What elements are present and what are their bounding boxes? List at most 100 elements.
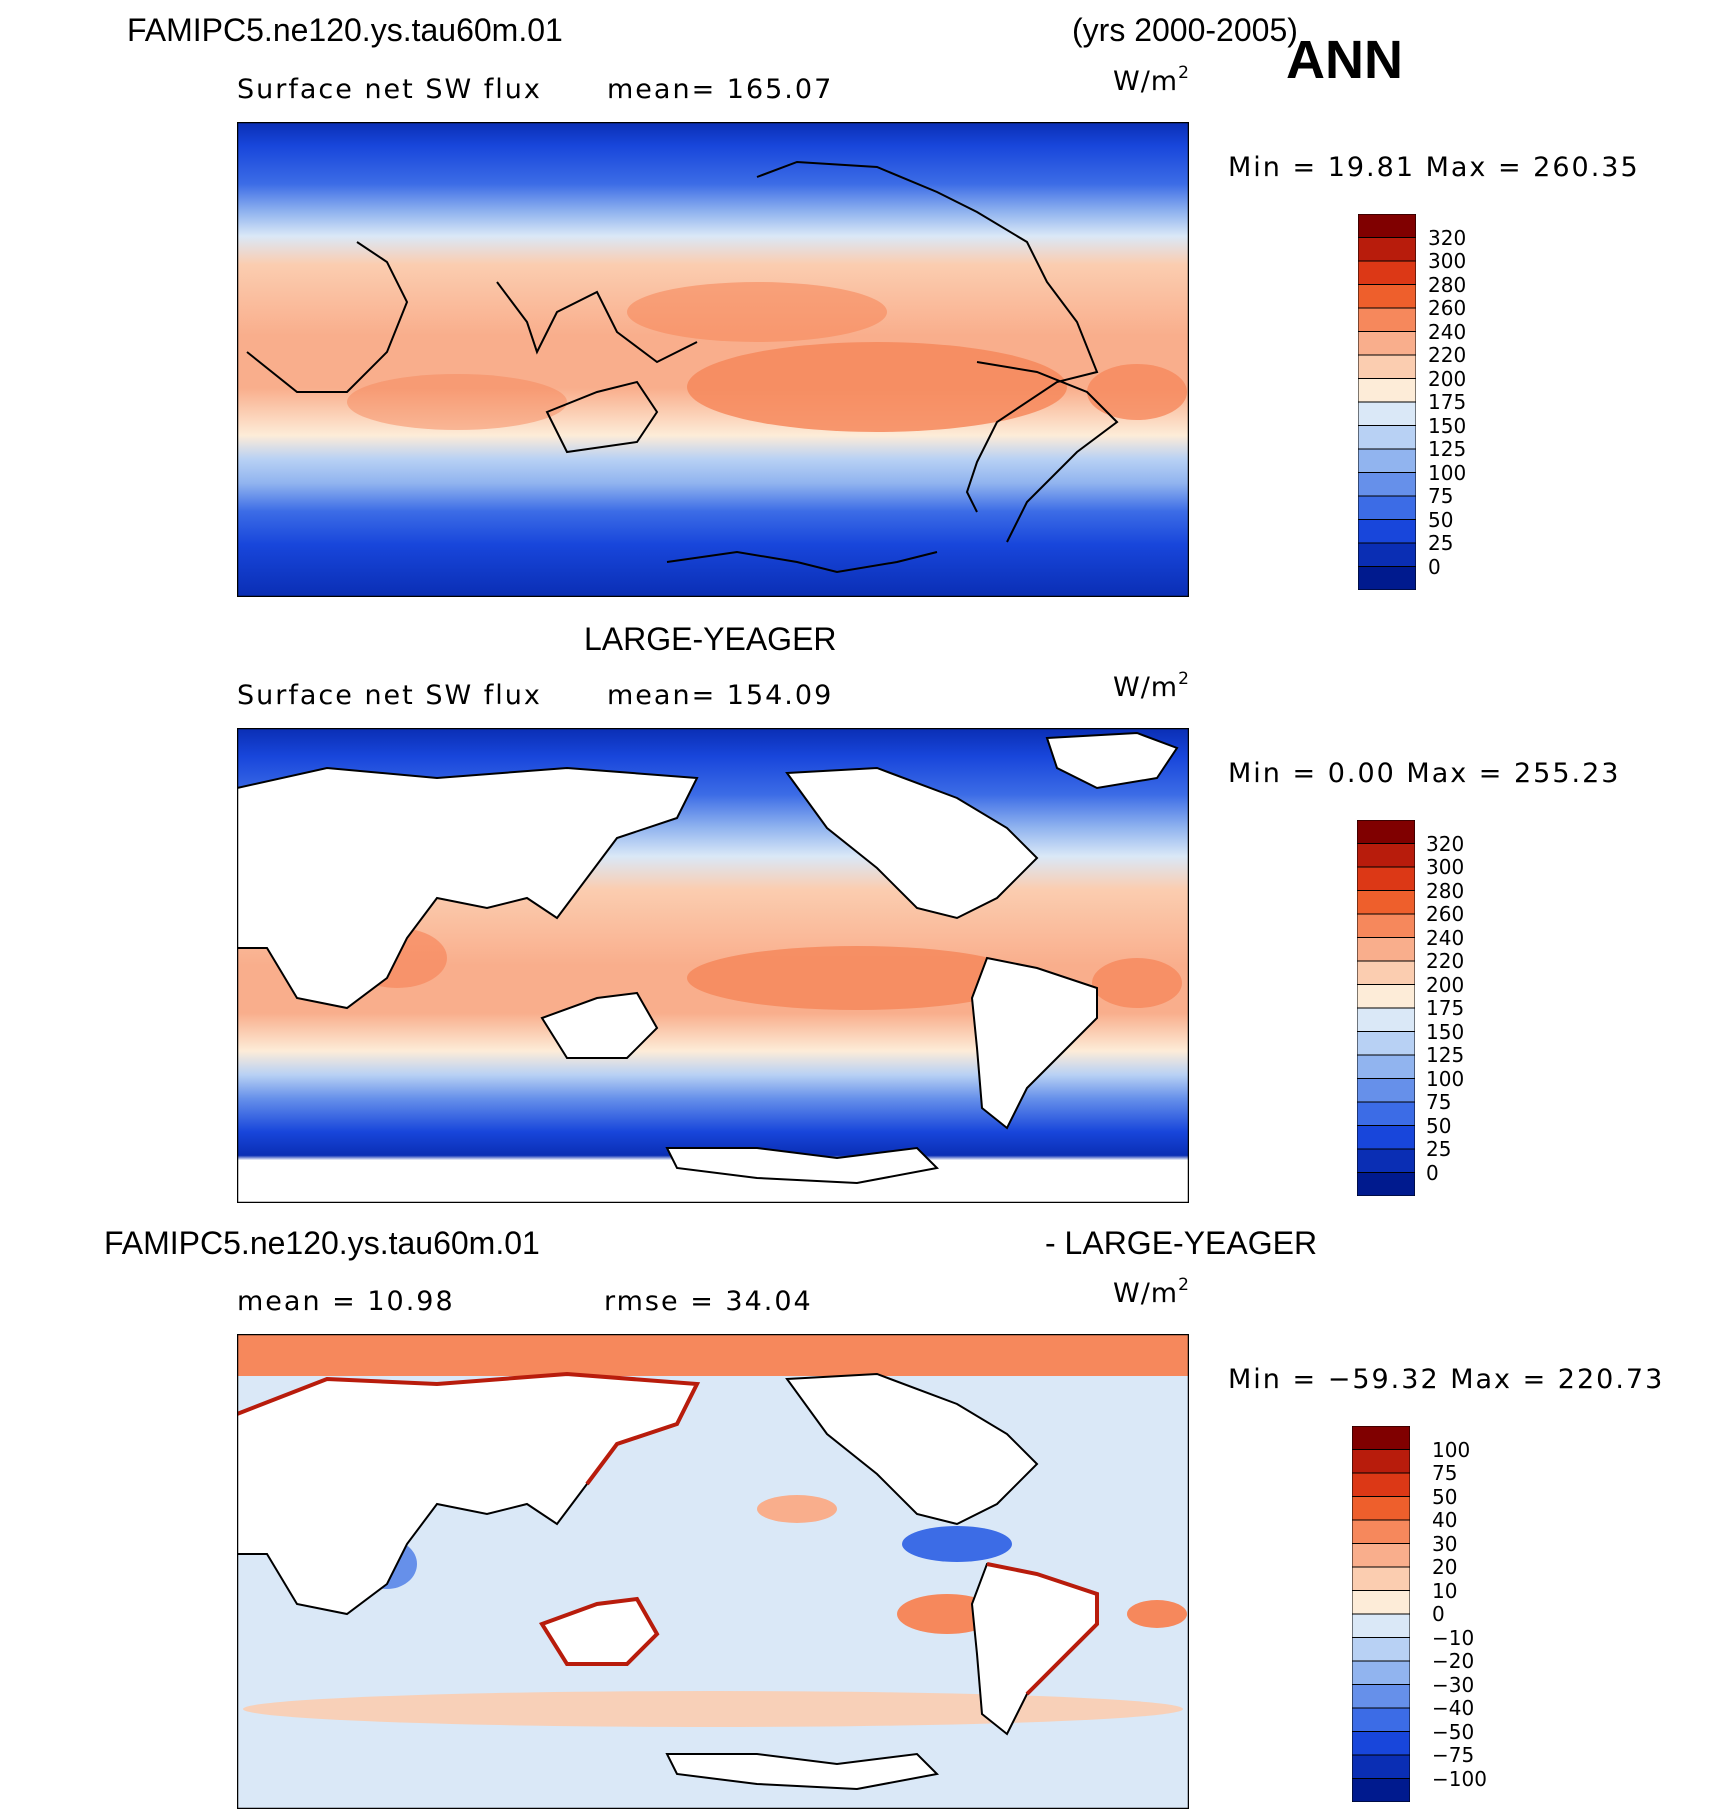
colorbar-level-label: 150 [1428, 413, 1467, 438]
colorbar-swatch [1352, 1519, 1410, 1544]
colorbar-swatch [1357, 1148, 1415, 1173]
colorbar-level-label: 220 [1426, 949, 1465, 973]
colorbar-swatch [1357, 984, 1415, 1009]
colorbar-level-label: 0 [1428, 554, 1441, 579]
colorbar-level-label: −40 [1432, 1696, 1475, 1720]
colorbar-swatch [1358, 378, 1416, 403]
colorbar-level-label: 100 [1432, 1437, 1471, 1462]
diff-title-left: FAMIPC5.ne120.ys.tau60m.01 [104, 1225, 540, 1261]
colorbar-swatch [1352, 1754, 1410, 1779]
colorbar-level-label: 175 [1428, 390, 1467, 414]
colorbar-level-label: 175 [1426, 996, 1465, 1020]
indian-ocean-sw-blob [347, 374, 567, 430]
colorbar-panel3 [1352, 1426, 1410, 1802]
north-pacific-positive-bias [757, 1495, 837, 1523]
colorbar-swatch [1357, 820, 1415, 844]
colorbar-swatch [1352, 1684, 1410, 1709]
colorbar-swatch [1352, 1590, 1410, 1615]
colorbar-swatch [1352, 1543, 1410, 1568]
colorbar-level-label: 20 [1432, 1555, 1458, 1579]
case-title: FAMIPC5.ne120.ys.tau60m.01 [127, 12, 563, 48]
colorbar-level-label: 220 [1428, 343, 1467, 367]
colorbar-swatch [1357, 843, 1415, 868]
colorbar-panel1 [1358, 214, 1416, 590]
season-label: ANN [1286, 30, 1403, 90]
colorbar-level-label: 320 [1428, 225, 1467, 250]
difference-map [237, 1334, 1189, 1809]
panel3-mean: mean = 10.98 [237, 1286, 455, 1317]
colorbar-level-label: 75 [1432, 1461, 1458, 1485]
panel2-minmax: Min = 0.00 Max = 255.23 [1228, 758, 1621, 789]
colorbar-swatch [1352, 1637, 1410, 1662]
colorbar-level-label: −75 [1432, 1743, 1475, 1767]
colorbar-swatch [1352, 1449, 1410, 1474]
colorbar-swatch [1358, 307, 1416, 332]
north-pacific-sw-blob [627, 282, 887, 342]
colorbar-level-label: 300 [1426, 855, 1465, 879]
colorbar-level-label: −10 [1432, 1625, 1475, 1650]
colorbar-swatch [1358, 566, 1416, 590]
colorbar-level-label: 200 [1428, 366, 1467, 391]
colorbar-level-label: 150 [1426, 1019, 1465, 1044]
pacific-high-sw-blob [687, 946, 1027, 1010]
years-label: (yrs 2000-2005) [1072, 12, 1298, 48]
panel2-unit: W/m2 [1113, 669, 1190, 703]
south-atlantic-positive-bias [1127, 1600, 1187, 1628]
colorbar-swatch [1358, 519, 1416, 544]
colorbar-swatch [1352, 1731, 1410, 1756]
colorbar-swatch [1357, 913, 1415, 938]
colorbar-swatch [1357, 1031, 1415, 1056]
colorbar-level-label: 280 [1426, 878, 1465, 903]
colorbar-swatch [1358, 214, 1416, 238]
colorbar-swatch [1357, 1125, 1415, 1150]
colorbar-level-label: 100 [1426, 1066, 1465, 1091]
model-map [237, 122, 1189, 597]
colorbar-level-label: 50 [1432, 1484, 1458, 1509]
colorbar-level-label: 100 [1428, 460, 1467, 485]
colorbar-panel2 [1357, 820, 1415, 1196]
tropical-atlantic-negative-bias [902, 1526, 1012, 1562]
panel3-unit: W/m2 [1113, 1275, 1190, 1309]
colorbar-level-label: 75 [1426, 1090, 1452, 1114]
colorbar-level-label: 0 [1426, 1160, 1439, 1185]
colorbar-swatch [1358, 448, 1416, 473]
colorbar-level-label: −30 [1432, 1672, 1475, 1697]
colorbar-level-label: 50 [1428, 507, 1454, 532]
south-atlantic-sw-blob [1087, 364, 1187, 420]
arctic-bias-band [237, 1334, 1189, 1376]
land-mask [237, 1372, 1098, 1791]
colorbar-swatch [1357, 1054, 1415, 1079]
southern-ocean-positive-band [243, 1691, 1183, 1727]
colorbar-level-label: −20 [1432, 1649, 1475, 1673]
colorbar-level-label: 25 [1428, 531, 1454, 555]
colorbar-swatch [1358, 237, 1416, 262]
colorbar-swatch [1352, 1426, 1410, 1450]
coastal-bias-outline [237, 1371, 1099, 1696]
panel1-unit: W/m2 [1113, 63, 1190, 97]
colorbar-swatch [1357, 1007, 1415, 1032]
colorbar-level-label: 30 [1432, 1531, 1458, 1556]
coastlines [246, 160, 1119, 574]
panel1-mean: mean= 165.07 [607, 74, 834, 105]
colorbar-swatch [1358, 354, 1416, 379]
colorbar-swatch [1352, 1496, 1410, 1521]
diff-title-right: - LARGE-YEAGER [1045, 1225, 1318, 1261]
colorbar-level-label: 50 [1426, 1113, 1452, 1138]
panel1-variable: Surface net SW flux [237, 74, 542, 105]
colorbar-level-label: 125 [1428, 437, 1467, 461]
colorbar-level-label: 0 [1432, 1602, 1445, 1626]
panel3-rmse: rmse = 34.04 [604, 1286, 813, 1317]
colorbar-level-label: 200 [1426, 972, 1465, 997]
colorbar-swatch [1352, 1472, 1410, 1497]
colorbar-level-label: 320 [1426, 831, 1465, 856]
colorbar-swatch [1358, 331, 1416, 356]
colorbar-swatch [1357, 1172, 1415, 1196]
colorbar-swatch [1352, 1660, 1410, 1685]
obs-title: LARGE-YEAGER [584, 621, 837, 657]
colorbar-swatch [1358, 425, 1416, 450]
colorbar-swatch [1357, 937, 1415, 962]
colorbar-level-label: 10 [1432, 1578, 1458, 1603]
colorbar-swatch [1357, 866, 1415, 891]
colorbar-level-label: 125 [1426, 1043, 1465, 1067]
land-mask [237, 731, 1179, 1185]
